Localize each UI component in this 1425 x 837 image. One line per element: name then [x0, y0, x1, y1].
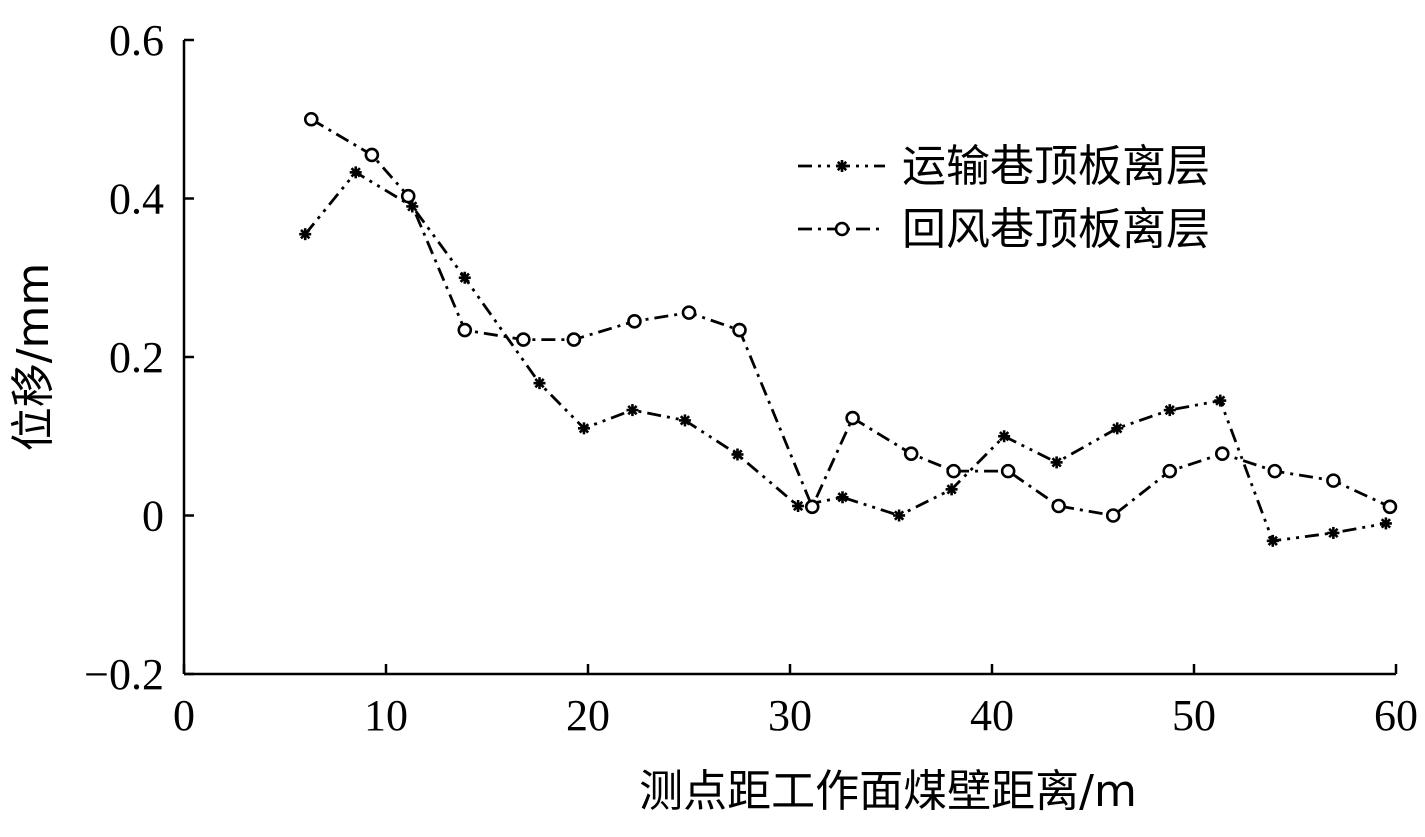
- data-point-circle: [1051, 498, 1066, 514]
- data-point-asterisk: [533, 377, 546, 390]
- asterisk-stroke: [836, 160, 848, 172]
- legend: 运输巷顶板离层 回风巷顶板离层: [798, 141, 1210, 255]
- data-point-circle: [1382, 499, 1398, 515]
- asterisk-stroke: [1164, 404, 1175, 416]
- asterisk-stroke: [1380, 518, 1392, 529]
- data-point-asterisk: [458, 271, 471, 284]
- asterisk-stroke: [837, 492, 848, 503]
- data-point-circle: [681, 305, 697, 320]
- data-point-circle: [566, 332, 582, 347]
- data-point-circle: [946, 463, 961, 479]
- asterisk-stroke: [732, 449, 743, 460]
- x-tick-label: 0: [173, 691, 195, 740]
- data-point-asterisk: [577, 422, 590, 435]
- legend-asterisk: [836, 160, 848, 172]
- asterisk-stroke: [946, 484, 957, 495]
- asterisk-stroke: [300, 229, 311, 240]
- legend-entry-return-air: 回风巷顶板离层: [798, 204, 1210, 255]
- asterisk-stroke: [999, 431, 1010, 442]
- asterisk-stroke: [350, 167, 361, 178]
- data-point-circle: [364, 147, 380, 163]
- series-return-air-roadway: [303, 111, 1398, 523]
- asterisk-stroke: [1215, 395, 1226, 406]
- y-tick-label: 0.4: [109, 175, 164, 224]
- series-layer: [299, 111, 1398, 547]
- axes: [182, 40, 1396, 676]
- asterisk-stroke: [893, 510, 905, 521]
- y-tick-label: 0.6: [109, 16, 164, 65]
- y-tick-label: 0: [142, 492, 164, 541]
- legend-circle-marker: [834, 221, 850, 237]
- data-point-asterisk: [349, 166, 362, 179]
- data-point-asterisk: [1163, 404, 1176, 417]
- data-point-circle: [732, 322, 747, 338]
- asterisk-stroke: [578, 423, 590, 434]
- data-point-circle: [1105, 508, 1121, 523]
- asterisk-stroke: [679, 415, 691, 426]
- x-tick-label: 30: [768, 691, 812, 740]
- data-point-asterisk: [678, 414, 691, 427]
- asterisk-stroke: [627, 404, 638, 416]
- legend-asterisk-marker: [836, 160, 848, 172]
- data-point-asterisk: [1266, 534, 1279, 547]
- data-point-asterisk: [626, 404, 639, 417]
- data-point-circle: [1000, 463, 1016, 479]
- ticks: 0 10 20 30 40 50 60−0.200.20.40.6: [84, 16, 1418, 740]
- asterisk-stroke: [459, 272, 470, 283]
- data-point-circle: [516, 332, 531, 347]
- data-point-asterisk: [893, 509, 906, 522]
- data-point-asterisk: [1111, 422, 1124, 435]
- data-point-asterisk: [1379, 517, 1392, 530]
- data-point-circle: [627, 314, 642, 329]
- data-point-asterisk: [792, 499, 805, 512]
- asterisk-stroke: [1267, 535, 1278, 546]
- data-point-asterisk: [1214, 394, 1227, 407]
- asterisk-stroke: [1112, 423, 1123, 434]
- data-point-circle: [903, 446, 919, 461]
- x-tick-label: 60: [1374, 691, 1418, 740]
- x-axis-title: 测点距工作面煤壁距离/m: [639, 766, 1137, 817]
- data-point-circle: [1162, 463, 1178, 479]
- data-point-circle: [804, 499, 820, 515]
- data-point-circle: [400, 188, 416, 204]
- data-point-circle: [1214, 446, 1230, 461]
- data-point-asterisk: [836, 491, 849, 504]
- y-axis-title: 位移/mm: [8, 263, 59, 452]
- x-tick-label: 20: [566, 691, 610, 740]
- data-point-asterisk: [1327, 526, 1340, 539]
- asterisk-stroke: [1328, 527, 1339, 539]
- asterisk-stroke: [792, 500, 804, 512]
- legend-label: 回风巷顶板离层: [902, 204, 1210, 255]
- data-point-asterisk: [299, 228, 312, 241]
- data-point-circle: [845, 410, 860, 426]
- x-tick-label: 40: [970, 691, 1014, 740]
- x-tick-label: 10: [364, 691, 408, 740]
- data-point-asterisk: [1050, 456, 1063, 469]
- asterisk-stroke: [1051, 457, 1062, 468]
- series-line: [304, 170, 1387, 543]
- data-point-circle: [457, 322, 473, 338]
- data-point-circle: [1326, 473, 1341, 488]
- x-tick-label: 50: [1172, 691, 1216, 740]
- y-tick-label: −0.2: [84, 650, 164, 699]
- data-point-asterisk: [998, 430, 1011, 443]
- legend-entry-transport: 运输巷顶板离层: [798, 141, 1210, 192]
- data-point-asterisk: [945, 483, 958, 496]
- y-tick-label: 0.2: [109, 333, 164, 382]
- data-point-circle: [1267, 463, 1283, 479]
- data-point-circle: [303, 111, 319, 127]
- legend-label: 运输巷顶板离层: [902, 141, 1210, 192]
- asterisk-stroke: [534, 378, 545, 389]
- data-point-asterisk: [731, 448, 744, 461]
